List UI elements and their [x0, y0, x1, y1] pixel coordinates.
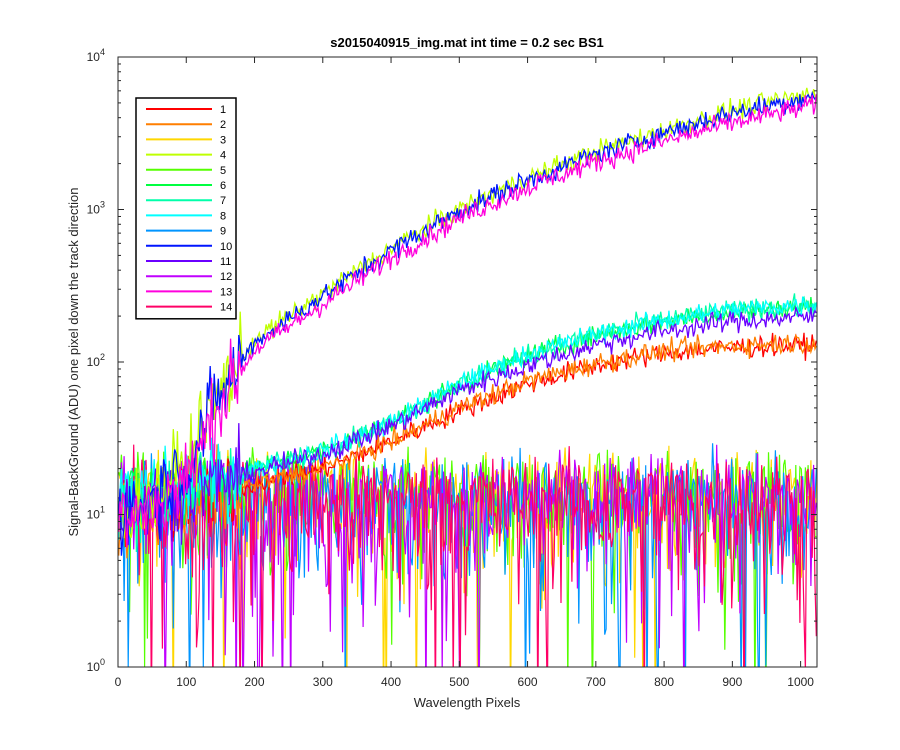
- series-line-11: [118, 305, 817, 546]
- x-tick-label: 400: [381, 675, 401, 689]
- y-axis-label: Signal-BackGround (ADU) one pixel down t…: [66, 187, 81, 536]
- legend-label-8: 8: [220, 210, 226, 222]
- x-axis: 0 100 200 300 400 500 600 700 800 900 1000: [115, 57, 814, 689]
- x-tick-label: 100: [176, 675, 196, 689]
- legend-label-10: 10: [220, 241, 232, 253]
- legend-label-13: 13: [220, 286, 232, 298]
- series-line-14: [118, 444, 817, 667]
- legend-label-1: 1: [220, 104, 226, 116]
- x-tick-label: 1000: [787, 675, 814, 689]
- x-tick-label: 300: [313, 675, 333, 689]
- x-axis-label: Wavelength Pixels: [414, 695, 521, 710]
- legend-label-7: 7: [220, 195, 226, 207]
- x-tick-label: 900: [722, 675, 742, 689]
- legend-label-2: 2: [220, 119, 226, 131]
- series-group: [118, 87, 817, 667]
- x-tick-label: 500: [449, 675, 469, 689]
- x-tick-label: 200: [245, 675, 265, 689]
- legend-box: [135, 97, 237, 320]
- y-tick-label: 100: [87, 657, 105, 674]
- legend-label-12: 12: [220, 271, 232, 283]
- chart-title: s2015040915_img.mat int time = 0.2 sec B…: [330, 35, 604, 50]
- legend-label-3: 3: [220, 134, 226, 146]
- y-tick-label: 103: [87, 200, 105, 217]
- series-line-13: [118, 94, 817, 548]
- y-tick-label: 101: [87, 505, 105, 522]
- x-tick-label: 700: [586, 675, 606, 689]
- x-tick-label: 600: [518, 675, 538, 689]
- legend-label-5: 5: [220, 165, 226, 177]
- series-line-4: [118, 87, 817, 539]
- legend-label-14: 14: [220, 302, 232, 314]
- y-tick-label: 102: [87, 352, 105, 369]
- x-tick-label: 800: [654, 675, 674, 689]
- x-tick-label: 0: [115, 675, 122, 689]
- legend-label-4: 4: [220, 150, 226, 162]
- legend-label-11: 11: [220, 256, 231, 268]
- y-tick-label: 104: [87, 47, 105, 64]
- legend-label-9: 9: [220, 226, 226, 238]
- legend-label-6: 6: [220, 180, 226, 192]
